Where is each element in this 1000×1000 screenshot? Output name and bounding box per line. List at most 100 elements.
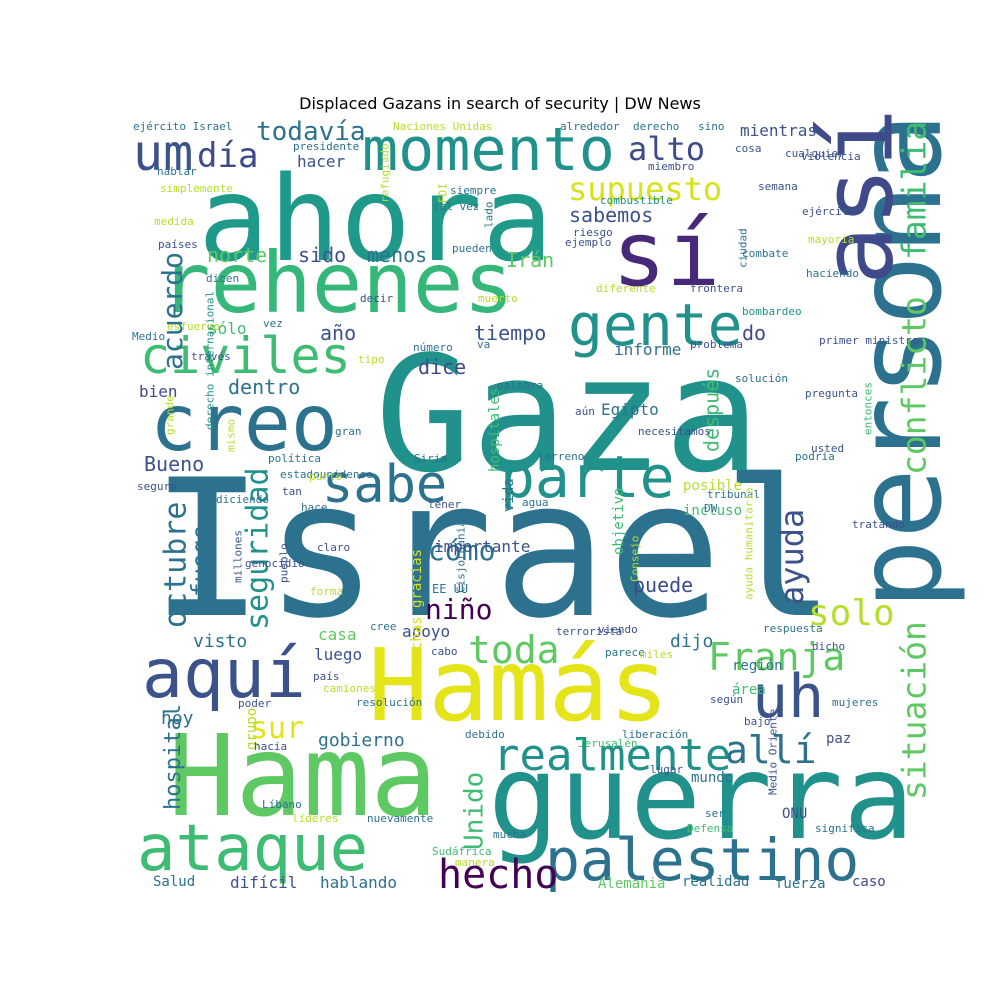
word-norte: norte <box>207 243 267 267</box>
word-decir: decir <box>360 292 393 305</box>
word-semana: semana <box>758 180 798 193</box>
word-esfuerzo: esfuerzo <box>167 320 220 333</box>
word-siempre: siempre <box>450 184 496 197</box>
word-caso: caso <box>852 874 886 890</box>
word-alli: allí <box>725 728 817 772</box>
word-numero: número <box>413 341 453 354</box>
word-vida: vida <box>501 478 517 512</box>
word-libano: Líbano <box>262 798 302 811</box>
word-bien: bien <box>139 382 178 401</box>
word-significa: significa <box>815 822 875 835</box>
word-creo: creo <box>150 379 338 469</box>
word-familia: familia <box>895 121 934 260</box>
word-hacer: hacer <box>297 152 346 171</box>
word-cree: cree <box>370 620 397 633</box>
word-mujeres: mujeres <box>832 696 878 709</box>
word-palestino: palestino <box>545 826 859 894</box>
word-fdi: FDI <box>437 183 450 203</box>
word-bueno: Bueno <box>144 452 204 476</box>
word-mientras: mientras <box>740 121 817 140</box>
word-dentro: dentro <box>228 375 300 399</box>
word-cosa: cosa <box>735 142 762 155</box>
word-dice: dice <box>418 355 466 379</box>
word-miembro: miembro <box>648 160 694 173</box>
word-camiones: camiones <box>323 682 376 695</box>
word-forma: forma <box>310 585 343 598</box>
word-parte: parte <box>500 443 675 511</box>
word-agua: agua <box>522 496 549 509</box>
word-combustible: combustible <box>600 194 673 207</box>
word-ano: año <box>320 321 356 345</box>
word-mundo: mundo <box>691 770 733 786</box>
word-fuego: fuego <box>187 525 215 597</box>
word-necesitamos: necesitamos <box>638 425 711 438</box>
word-tratando: tratando <box>852 518 905 531</box>
word-israel: Israel <box>150 439 836 660</box>
word-pregunta: pregunta <box>805 387 858 400</box>
word-tener: tener <box>428 498 461 511</box>
word-supuesto: supuesto <box>568 170 722 208</box>
word-bombardeo: bombardeo <box>742 305 802 318</box>
word-objetivo: objetivo <box>611 488 627 555</box>
word-sino: sino <box>698 120 725 133</box>
word-medio: Medio <box>132 330 165 343</box>
word-traves: través <box>191 350 231 363</box>
word-alemania: Alemania <box>598 876 665 892</box>
word-genocidio: genocidio <box>245 557 305 570</box>
word-onu: ONU <box>782 806 807 822</box>
word-diferente: diferente <box>596 282 656 295</box>
word-manera: manera <box>455 856 495 869</box>
word-ahora: ahora <box>198 150 553 288</box>
word-tipo: tipo <box>358 353 385 366</box>
word-cisjordania: Cisjordania <box>455 520 468 593</box>
word-ser: ser <box>705 807 725 820</box>
word-dicho: dicho <box>812 640 845 653</box>
word-como: cómo <box>428 534 495 567</box>
word-violencia: violencia <box>801 150 861 163</box>
word-hospital: hospital <box>161 704 186 810</box>
word-poder: poder <box>238 697 271 710</box>
word-grupo: grupo <box>244 708 260 750</box>
word-resolucion: resolución <box>356 696 422 709</box>
word-importante: importante <box>434 537 530 556</box>
word-realidad: realidad <box>682 874 749 890</box>
word-lugar: lugar <box>650 763 683 776</box>
word-derecho: derecho <box>633 120 679 133</box>
word-seguridad: seguridad <box>240 467 275 630</box>
word-pueden: pueden <box>452 242 492 255</box>
word-luego: luego <box>314 645 362 664</box>
word-derecho-internacional: derecho internacional <box>204 291 217 430</box>
word-siria: Siria <box>414 452 447 465</box>
word-apoyo: apoyo <box>402 622 450 641</box>
word-gaza: Gaza <box>375 321 760 508</box>
word-aun: aún <box>575 405 595 418</box>
word-ee-uu: EE UU <box>432 582 468 596</box>
word-hoy: hoy <box>161 708 194 729</box>
word-realmente: realmente <box>493 730 731 781</box>
word-mayoria: mayoría <box>808 233 854 246</box>
word-solucion: solución <box>735 372 788 385</box>
word-franja: Franja <box>708 635 845 679</box>
word-mucha: mucha <box>493 828 526 841</box>
word-sabe: sabe <box>322 455 447 515</box>
word-viendo: viendo <box>598 623 638 636</box>
word-hablar: hablar <box>157 165 197 178</box>
word-do: do <box>742 321 766 345</box>
word-primer-ministro: primer ministro <box>819 334 918 347</box>
word-gran: gran <box>335 425 362 438</box>
word-entonces: entonces <box>862 382 875 435</box>
word-hospitales: hospitales <box>487 388 503 472</box>
word-seguro: seguro <box>137 480 177 493</box>
word-nuevamente: nuevamente <box>367 812 433 825</box>
word-politica: política <box>268 452 321 465</box>
word-dijo: dijo <box>670 631 713 652</box>
word-simplemente: simplemente <box>160 182 233 195</box>
word-alto: alto <box>628 130 705 168</box>
word-salud: Salud <box>153 874 195 890</box>
word-defensa: Defensa <box>687 822 733 835</box>
word-segun: según <box>710 693 743 706</box>
word-asi: así <box>801 108 915 285</box>
word-tribunal: tribunal <box>707 488 760 501</box>
word-toda: toda <box>468 628 560 672</box>
